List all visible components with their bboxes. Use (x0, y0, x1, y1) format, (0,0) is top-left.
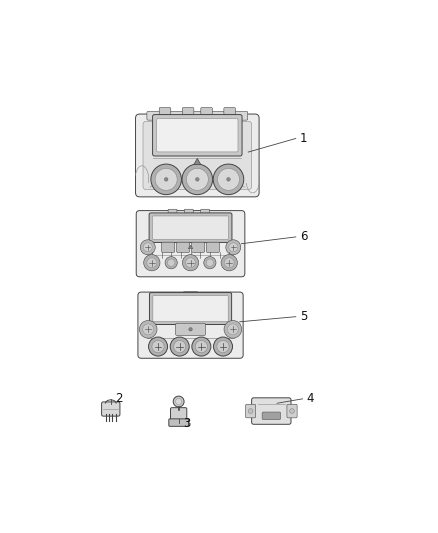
Circle shape (182, 255, 199, 271)
Circle shape (229, 243, 238, 252)
FancyBboxPatch shape (149, 293, 232, 325)
Polygon shape (194, 158, 201, 165)
Circle shape (173, 396, 184, 407)
Circle shape (218, 168, 240, 190)
Circle shape (204, 256, 216, 269)
FancyBboxPatch shape (251, 398, 291, 424)
Circle shape (192, 337, 211, 356)
Text: 3: 3 (183, 417, 190, 430)
FancyBboxPatch shape (170, 408, 187, 422)
Circle shape (248, 409, 253, 414)
Circle shape (143, 324, 154, 335)
Text: 4: 4 (307, 392, 314, 405)
FancyBboxPatch shape (287, 404, 297, 418)
FancyBboxPatch shape (147, 111, 248, 120)
FancyBboxPatch shape (177, 242, 190, 252)
Text: 2: 2 (115, 392, 122, 405)
FancyBboxPatch shape (206, 242, 219, 252)
Circle shape (224, 320, 242, 338)
FancyBboxPatch shape (138, 292, 243, 358)
Circle shape (226, 177, 230, 181)
FancyBboxPatch shape (168, 209, 177, 215)
Circle shape (170, 337, 189, 356)
Circle shape (224, 258, 234, 268)
FancyBboxPatch shape (102, 402, 120, 416)
Circle shape (176, 399, 182, 405)
Circle shape (144, 255, 160, 271)
Circle shape (290, 409, 294, 414)
Circle shape (143, 243, 152, 252)
Circle shape (213, 337, 233, 356)
FancyBboxPatch shape (262, 412, 280, 419)
Circle shape (206, 259, 214, 266)
FancyBboxPatch shape (159, 108, 171, 115)
Circle shape (155, 168, 177, 190)
Circle shape (151, 164, 181, 195)
FancyBboxPatch shape (152, 216, 229, 239)
Circle shape (221, 255, 237, 271)
Text: 6: 6 (300, 230, 307, 244)
FancyBboxPatch shape (162, 242, 175, 252)
FancyBboxPatch shape (191, 242, 205, 252)
Circle shape (164, 177, 168, 181)
FancyBboxPatch shape (184, 292, 197, 296)
Circle shape (213, 164, 244, 195)
Circle shape (186, 258, 195, 268)
FancyBboxPatch shape (176, 323, 205, 335)
FancyBboxPatch shape (201, 209, 209, 215)
FancyBboxPatch shape (224, 108, 235, 115)
FancyBboxPatch shape (169, 419, 188, 426)
FancyBboxPatch shape (153, 296, 228, 321)
FancyBboxPatch shape (184, 209, 193, 215)
FancyBboxPatch shape (136, 211, 245, 277)
FancyBboxPatch shape (246, 404, 256, 418)
FancyBboxPatch shape (201, 108, 212, 115)
Circle shape (152, 341, 164, 353)
Circle shape (217, 341, 229, 353)
Circle shape (167, 259, 175, 266)
Circle shape (227, 324, 238, 335)
Circle shape (173, 341, 186, 353)
Circle shape (186, 168, 208, 190)
Text: 5: 5 (300, 310, 307, 323)
Circle shape (182, 164, 212, 195)
FancyBboxPatch shape (135, 114, 259, 197)
Text: 1: 1 (300, 132, 307, 145)
Polygon shape (188, 245, 193, 248)
Circle shape (226, 240, 241, 255)
Circle shape (189, 328, 192, 331)
Circle shape (148, 337, 168, 356)
Circle shape (195, 341, 208, 353)
FancyBboxPatch shape (157, 119, 238, 152)
Circle shape (195, 177, 199, 181)
FancyBboxPatch shape (143, 122, 251, 189)
Circle shape (139, 320, 157, 338)
FancyBboxPatch shape (152, 115, 242, 156)
Circle shape (140, 240, 155, 255)
Circle shape (165, 256, 177, 269)
FancyBboxPatch shape (149, 213, 232, 243)
FancyBboxPatch shape (182, 108, 194, 115)
Circle shape (147, 258, 157, 268)
